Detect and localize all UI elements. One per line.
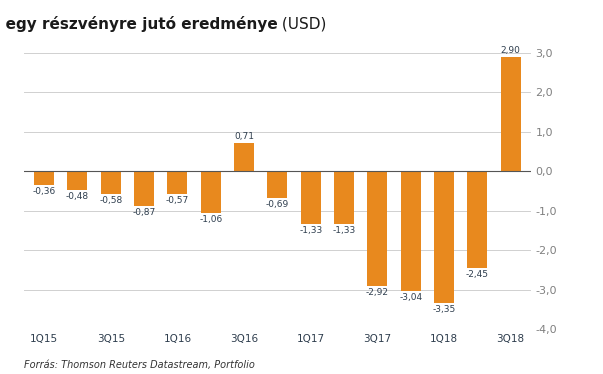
Text: -0,48: -0,48 (66, 192, 89, 201)
Bar (367, 171, 387, 286)
Text: -0,69: -0,69 (266, 200, 289, 209)
Bar (134, 171, 154, 206)
Text: -3,35: -3,35 (432, 306, 456, 315)
Bar (201, 171, 221, 213)
Bar (267, 171, 288, 199)
Text: 2,90: 2,90 (500, 46, 520, 55)
Bar (101, 171, 121, 194)
Text: -0,36: -0,36 (33, 187, 55, 196)
Bar (68, 171, 87, 190)
Text: 0,71: 0,71 (234, 132, 254, 141)
Text: A Tesla egy részvényre jutó eredménye: A Tesla egy részvényre jutó eredménye (0, 16, 277, 32)
Bar (34, 171, 54, 186)
Text: -0,57: -0,57 (166, 196, 189, 205)
Bar (334, 171, 354, 224)
Bar (234, 143, 254, 171)
Text: -1,06: -1,06 (199, 215, 223, 224)
Text: (USD): (USD) (277, 17, 327, 32)
Bar (500, 57, 520, 171)
Bar (434, 171, 454, 303)
Bar (467, 171, 487, 268)
Text: -1,33: -1,33 (299, 226, 323, 235)
Text: -1,33: -1,33 (332, 226, 356, 235)
Text: -0,58: -0,58 (99, 196, 122, 205)
Bar (168, 171, 188, 194)
Text: -0,87: -0,87 (133, 208, 156, 217)
Text: -3,04: -3,04 (399, 293, 422, 302)
Text: -2,92: -2,92 (366, 288, 389, 297)
Bar (301, 171, 321, 224)
Text: Forrás: Thomson Reuters Datastream, Portfolio: Forrás: Thomson Reuters Datastream, Port… (24, 360, 255, 370)
Bar (400, 171, 421, 291)
Text: -2,45: -2,45 (466, 270, 489, 279)
